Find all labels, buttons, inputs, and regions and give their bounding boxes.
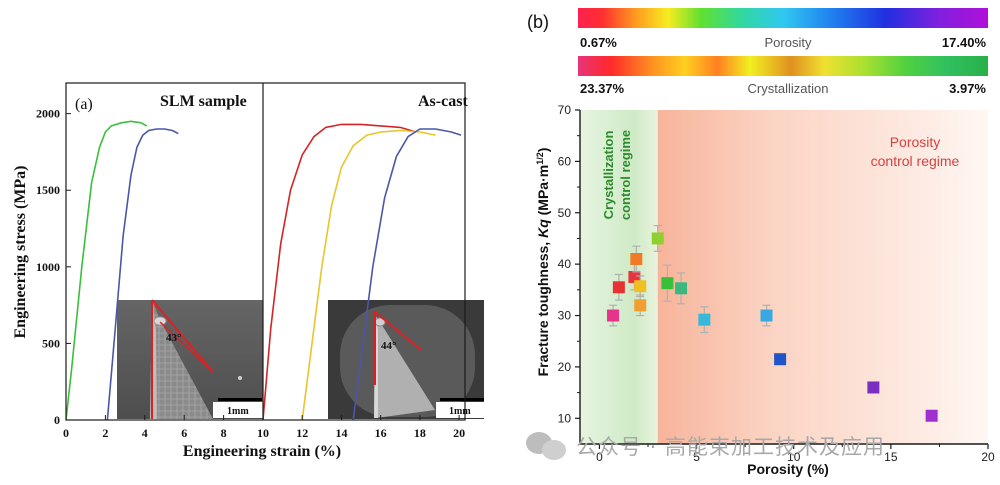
b-ytick-label: 30 [558, 309, 572, 323]
b-xtick-label: 20 [981, 450, 995, 464]
b-xtick-label: 10 [787, 450, 801, 464]
b-ytick-label: 70 [558, 103, 572, 117]
a-xtick-label: 12 [296, 426, 308, 440]
panel-b-label: (b) [527, 12, 549, 32]
a-xtick-label: 16 [375, 426, 387, 440]
a-xtick-label: 4 [142, 426, 148, 440]
data-point-4 [630, 253, 643, 266]
a-ytick-label: 1000 [36, 260, 60, 274]
a-ytick-label: 0 [54, 413, 60, 427]
as-cast-title: As-cast [418, 93, 468, 110]
scale-label-left: 1mm [227, 406, 249, 417]
data-point-7 [651, 232, 664, 245]
data-point-6 [634, 299, 647, 312]
porosity-regime-text-2: control regime [871, 153, 960, 169]
porosity-regime-band [657, 110, 988, 444]
crystallization-regime-text-2: control regime [618, 130, 633, 220]
data-point-13 [867, 381, 880, 394]
porosity-bar-title: Porosity [765, 35, 812, 50]
panel-b-xlabel: Porosity (%) [747, 461, 829, 477]
a-ytick-label: 1500 [36, 183, 60, 197]
b-xtick-label: 5 [693, 450, 700, 464]
a-xtick-label: 6 [181, 426, 187, 440]
crystallization-bar-title: Crystallization [748, 81, 829, 96]
slm-curve-2 [106, 128, 179, 420]
panel-a-label: (a) [75, 96, 93, 113]
a-xtick-label: 2 [102, 426, 108, 440]
wechat-icon [526, 430, 568, 462]
crystallization-max-label: 3.97% [949, 81, 986, 96]
data-point-3 [628, 271, 641, 283]
crystallization-colorbar [578, 56, 988, 76]
watermark: 公众号 · 高能束加工技术及应用 [526, 428, 885, 464]
crystallization-min-label: 23.37% [580, 81, 625, 96]
slm-curve-1 [66, 120, 148, 420]
a-ytick-label: 2000 [36, 107, 60, 121]
panel-a-xlabel: Engineering strain (%) [183, 443, 341, 460]
panel-b-ylabel: Fracture toughness, Kq (MPa·m1/2) [535, 148, 551, 377]
sem-inset-right [328, 300, 484, 419]
b-ytick-label: 60 [558, 154, 572, 168]
angle-label-right: 44° [381, 340, 396, 352]
cast-curve-1 [263, 123, 417, 420]
porosity-colorbar [578, 8, 988, 28]
slm-sample-title: SLM sample [160, 93, 247, 110]
cast-curve-3 [352, 128, 462, 420]
panel-a-frame [65, 82, 466, 421]
data-point-12 [774, 353, 787, 366]
data-point-5 [634, 280, 647, 293]
b-ytick-label: 20 [558, 360, 572, 374]
angle-label-left: 43° [166, 332, 181, 344]
sem-inset-left [117, 299, 263, 419]
watermark-text: 公众号 · 高能束加工技术及应用 [576, 435, 886, 459]
a-xtick-label: 20 [453, 426, 465, 440]
b-ytick-label: 40 [558, 257, 572, 271]
data-point-11 [760, 309, 773, 322]
data-point-2 [612, 281, 625, 294]
cast-curve-2 [301, 129, 436, 420]
b-ytick-label: 10 [558, 411, 572, 425]
data-point-1 [607, 309, 620, 322]
a-xtick-label: 8 [221, 426, 227, 440]
a-xtick-label: 14 [335, 426, 347, 440]
a-ytick-label: 500 [42, 336, 60, 350]
porosity-max-label: 17.40% [942, 35, 987, 50]
a-xtick-label: 18 [414, 426, 426, 440]
porosity-regime-text-1: Porosity [890, 134, 941, 150]
data-point-8 [661, 277, 674, 290]
a-xtick-label: 0 [63, 426, 69, 440]
data-point-9 [675, 282, 688, 295]
panel-a: 0 500 1000 1500 2000 0 2 4 6 8 10 12 14 16 18 20 (a) SL… [12, 82, 484, 460]
panel-a-ylabel: Engineering stress (MPa) [12, 165, 29, 338]
data-point-10 [698, 313, 711, 326]
b-xtick-label: 15 [884, 450, 898, 464]
scale-label-right: 1mm [449, 406, 471, 417]
panel-b: (b) 0.67% Porosity 17.40% 23.37% Crystal… [527, 8, 995, 477]
b-xtick-label: 0 [596, 450, 603, 464]
porosity-min-label: 0.67% [580, 35, 617, 50]
b-ytick-label: 50 [558, 206, 572, 220]
data-point-14 [925, 409, 938, 422]
crystallization-regime-text-1: Crystallization [601, 131, 616, 220]
a-xtick-label: 10 [257, 426, 269, 440]
